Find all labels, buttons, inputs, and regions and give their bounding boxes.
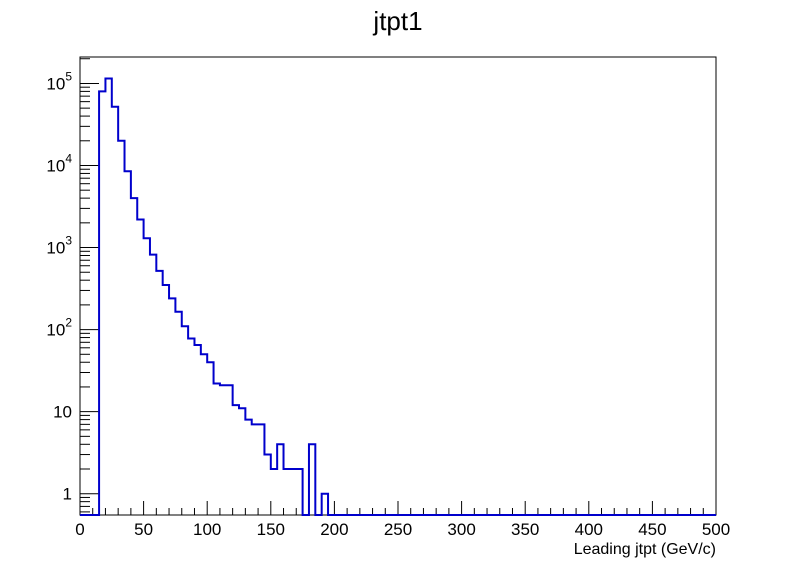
x-tick-label: 450 <box>638 520 666 539</box>
x-tick-label: 400 <box>575 520 603 539</box>
y-tick-label: 105 <box>46 69 72 93</box>
x-tick-label: 350 <box>511 520 539 539</box>
x-tick-label: 150 <box>257 520 285 539</box>
histogram-line <box>80 77 716 516</box>
plot-frame <box>79 56 717 516</box>
y-tick-label: 102 <box>46 316 72 340</box>
x-tick-label: 100 <box>193 520 221 539</box>
y-tick-label: 1 <box>63 485 72 504</box>
x-tick-label: 0 <box>75 520 84 539</box>
y-tick-label: 103 <box>46 234 72 258</box>
y-axis-ticks: 1 10 102 103 104 105 <box>46 58 99 513</box>
x-axis-label: Leading jtpt (GeV/c) <box>574 541 716 558</box>
x-tick-label: 200 <box>320 520 348 539</box>
x-axis-ticks: 0 50 100 150 200 250 300 350 400 450 500 <box>75 501 730 539</box>
x-tick-label: 500 <box>702 520 730 539</box>
x-tick-label: 250 <box>384 520 412 539</box>
x-tick-label: 50 <box>134 520 153 539</box>
chart-title: jtpt1 <box>373 6 423 36</box>
y-tick-label: 104 <box>46 151 72 175</box>
x-tick-label: 300 <box>447 520 475 539</box>
y-tick-label: 10 <box>53 403 72 422</box>
